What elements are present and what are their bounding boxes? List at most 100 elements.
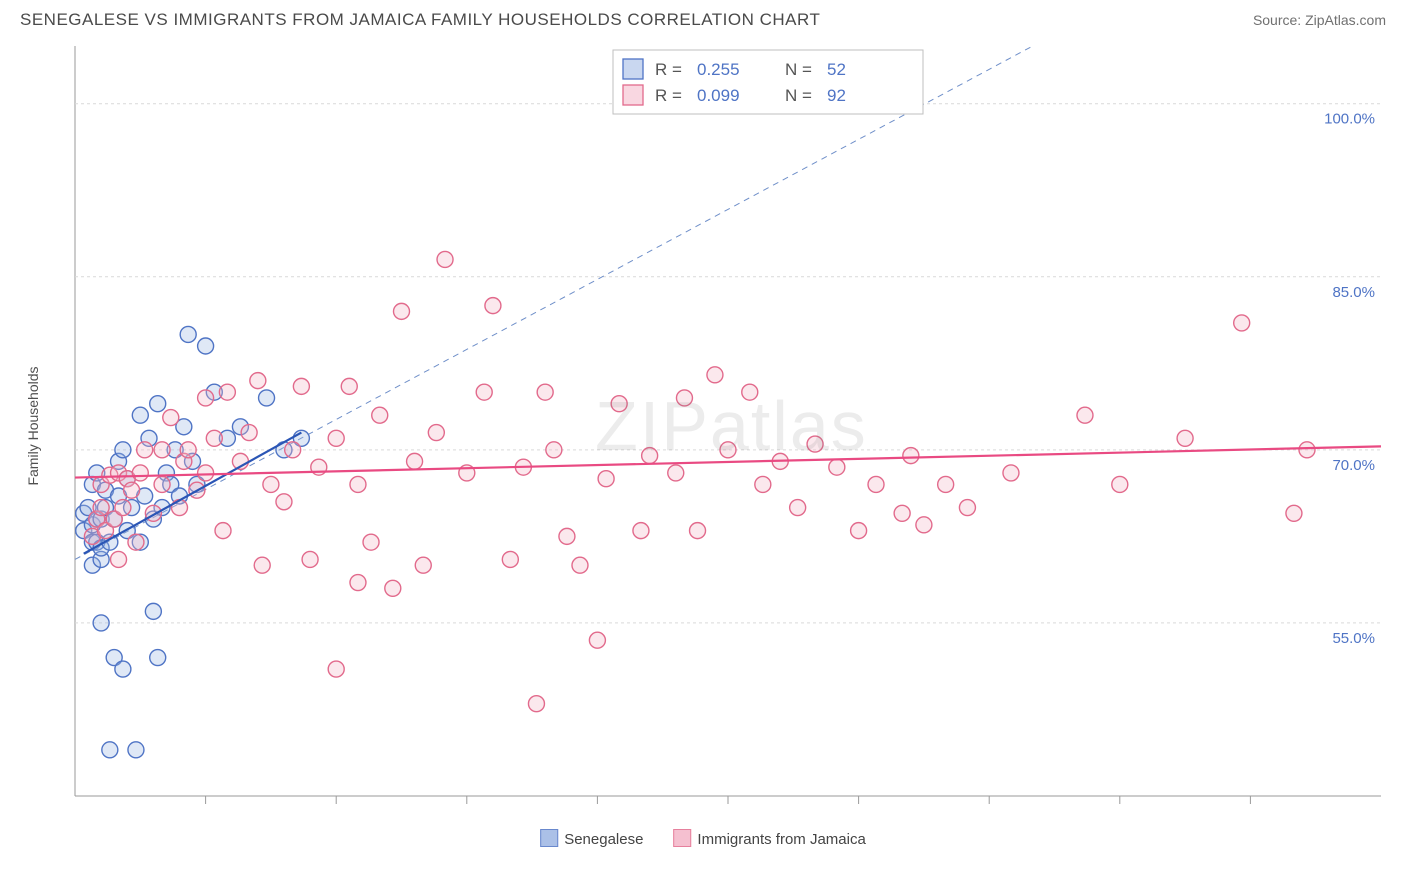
data-point <box>807 436 823 452</box>
data-point <box>633 523 649 539</box>
data-point <box>285 442 301 458</box>
data-point <box>676 390 692 406</box>
data-point <box>1286 505 1302 521</box>
data-point <box>485 298 501 314</box>
data-point <box>154 476 170 492</box>
data-point <box>154 442 170 458</box>
data-point <box>93 615 109 631</box>
series-legend: Senegalese Immigrants from Jamaica <box>540 829 866 848</box>
data-point <box>180 442 196 458</box>
chart-area: Family Households 55.0%70.0%85.0%100.0%0… <box>15 36 1391 836</box>
data-point <box>254 557 270 573</box>
data-point <box>572 557 588 573</box>
data-point <box>1234 315 1250 331</box>
svg-text:100.0%: 100.0% <box>1324 111 1375 128</box>
data-point <box>206 430 222 446</box>
data-point <box>720 442 736 458</box>
data-point <box>1003 465 1019 481</box>
data-point <box>690 523 706 539</box>
legend-item: Immigrants from Jamaica <box>673 829 865 848</box>
data-point <box>293 378 309 394</box>
svg-text:85.0%: 85.0% <box>1332 284 1375 301</box>
data-point <box>350 476 366 492</box>
data-point <box>1177 430 1193 446</box>
data-point <box>1299 442 1315 458</box>
data-point <box>589 632 605 648</box>
data-point <box>219 384 235 400</box>
data-point <box>1112 476 1128 492</box>
data-point <box>668 465 684 481</box>
data-point <box>132 465 148 481</box>
data-point <box>642 448 658 464</box>
data-point <box>1077 407 1093 423</box>
data-point <box>851 523 867 539</box>
data-point <box>372 407 388 423</box>
data-point <box>611 396 627 412</box>
data-point <box>302 551 318 567</box>
svg-text:92: 92 <box>827 86 846 105</box>
data-point <box>829 459 845 475</box>
data-point <box>415 557 431 573</box>
data-point <box>180 326 196 342</box>
data-point <box>894 505 910 521</box>
stats-legend: R = 0.255 N = 52 R = 0.099 N = 92 <box>613 50 923 114</box>
svg-text:0.099: 0.099 <box>697 86 740 105</box>
data-point <box>959 500 975 516</box>
svg-text:N =: N = <box>785 86 812 105</box>
data-point <box>163 410 179 426</box>
source-label: Source: ZipAtlas.com <box>1253 12 1386 28</box>
data-point <box>868 476 884 492</box>
legend-item: Senegalese <box>540 829 643 848</box>
chart-title: SENEGALESE VS IMMIGRANTS FROM JAMAICA FA… <box>20 10 820 30</box>
data-point <box>132 407 148 423</box>
data-point <box>263 476 279 492</box>
svg-text:R =: R = <box>655 60 682 79</box>
data-point <box>198 338 214 354</box>
data-point <box>476 384 492 400</box>
data-point <box>437 251 453 267</box>
title-bar: SENEGALESE VS IMMIGRANTS FROM JAMAICA FA… <box>0 0 1406 36</box>
legend-swatch <box>540 829 558 847</box>
data-point <box>137 442 153 458</box>
data-point <box>115 661 131 677</box>
svg-text:0.255: 0.255 <box>697 60 740 79</box>
data-point <box>502 551 518 567</box>
data-point <box>150 396 166 412</box>
data-point <box>428 425 444 441</box>
data-point <box>171 500 187 516</box>
data-point <box>250 373 266 389</box>
data-point <box>198 465 214 481</box>
data-point <box>790 500 806 516</box>
data-point <box>150 650 166 666</box>
data-point <box>407 453 423 469</box>
svg-text:52: 52 <box>827 60 846 79</box>
svg-text:R =: R = <box>655 86 682 105</box>
svg-text:70.0%: 70.0% <box>1332 457 1375 474</box>
data-point <box>93 500 109 516</box>
data-point <box>938 476 954 492</box>
legend-swatch <box>673 829 691 847</box>
data-point <box>198 390 214 406</box>
data-point <box>755 476 771 492</box>
data-point <box>546 442 562 458</box>
data-point <box>241 425 257 441</box>
data-point <box>128 742 144 758</box>
data-point <box>341 378 357 394</box>
data-point <box>115 442 131 458</box>
data-point <box>111 551 127 567</box>
data-point <box>215 523 231 539</box>
svg-text:N =: N = <box>785 60 812 79</box>
data-point <box>276 494 292 510</box>
legend-label: Immigrants from Jamaica <box>697 831 865 848</box>
data-point <box>528 696 544 712</box>
svg-text:55.0%: 55.0% <box>1332 630 1375 647</box>
data-point <box>128 534 144 550</box>
data-point <box>350 575 366 591</box>
data-point <box>385 580 401 596</box>
data-point <box>394 303 410 319</box>
data-point <box>259 390 275 406</box>
data-point <box>102 742 118 758</box>
data-point <box>559 528 575 544</box>
legend-label: Senegalese <box>564 831 643 848</box>
data-point <box>328 430 344 446</box>
